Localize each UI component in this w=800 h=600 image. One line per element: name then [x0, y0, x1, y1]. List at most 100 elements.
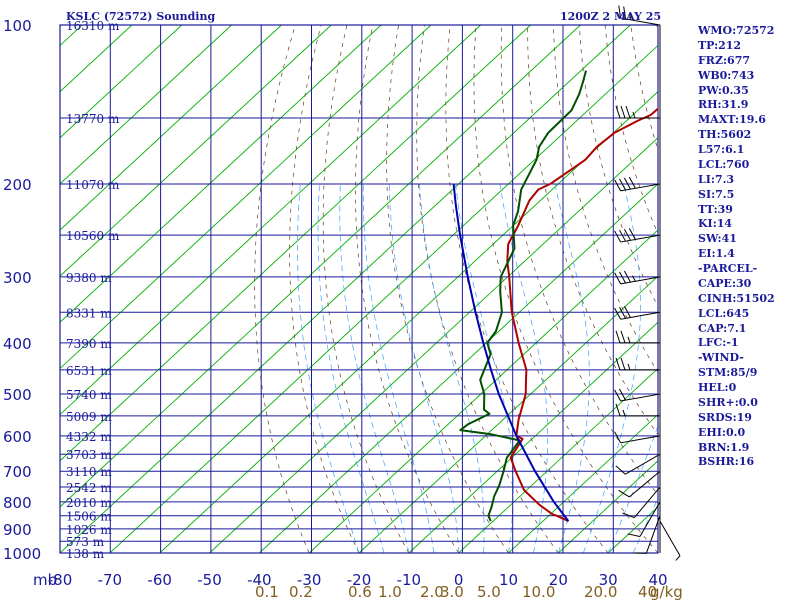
wind-barb [633, 515, 661, 554]
temperature-tick-label: -10 [397, 571, 422, 589]
isotherm-line [60, 25, 382, 323]
wind-barb-staff [659, 520, 681, 556]
sounding-index: SHR+:0.0 [698, 395, 758, 409]
pressure-tick-label: 600 [3, 428, 32, 446]
sounding-traces [452, 70, 658, 523]
moist-adiabat-line [297, 183, 360, 553]
wind-barb-feather [614, 272, 622, 285]
wind-barb-staff [629, 470, 661, 498]
wind-barb-staff [620, 183, 661, 192]
isotherm-line [408, 321, 658, 553]
temperature-tick-label: 0 [454, 571, 464, 589]
sounding-index: WMO:72572 [698, 24, 775, 37]
wind-barb-feather [615, 403, 621, 417]
x-axis-unit-label: mb [33, 571, 57, 589]
sounding-index: KI:14 [698, 217, 733, 231]
isotherm-line [60, 25, 482, 416]
wind-barb [615, 453, 661, 475]
height-label: 13770 m [66, 112, 120, 126]
mixing-ratio-tick-label: 3.0 [440, 583, 464, 600]
pressure-axis: 100 200 300 400 500 600 700 800 900 1000 [3, 17, 41, 563]
temperature-tick-label: 10 [499, 571, 518, 589]
isotherm-line [209, 137, 658, 553]
wind-barb-feather [618, 489, 630, 498]
moist-adiabat-line [455, 183, 514, 553]
temperature-tick-label: -80 [48, 571, 73, 589]
mixing-ratio-axis: 0.1 0.2 0.6 1.0 2.03.0 5.0 10.0 20.0 40g/kg [255, 583, 683, 600]
mixing-ratio-tick-label: 0.6 [348, 583, 372, 600]
isotherm-line [259, 183, 658, 553]
dewpoint-line [459, 70, 587, 522]
height-label: 9380 m [66, 271, 112, 285]
height-label: 2542 m [66, 481, 112, 495]
height-label: 1026 m [66, 523, 112, 537]
wind-barb-staff [620, 276, 661, 285]
height-label: 3703 m [66, 448, 112, 462]
wind-barb [622, 486, 661, 519]
wind-barb-feather [620, 330, 626, 344]
mixing-ratio-tick-label: 2.0 [420, 583, 444, 600]
wind-barb-feather [619, 388, 626, 401]
sounding-index: WB0:743 [698, 68, 755, 82]
wind-barb-feather [619, 178, 626, 191]
wind-barb-feather [619, 229, 626, 242]
dry-adiabat-line [355, 25, 459, 553]
wind-barb-feather [625, 105, 631, 119]
wind-barb [614, 306, 661, 320]
sounding-index: STM:85/9 [698, 366, 758, 380]
isotherm-line [558, 460, 658, 553]
mixing-ratio-tick-label: 10.0 [522, 583, 555, 600]
moist-adiabat-line [419, 183, 485, 553]
wind-barb-staff [620, 393, 661, 402]
wind-profile [614, 5, 681, 561]
wind-barb [615, 403, 660, 417]
height-label: 10560 m [66, 229, 120, 243]
pressure-tick-label: 100 [3, 17, 32, 35]
wind-barb [618, 5, 661, 26]
wind-barb-feather [623, 270, 631, 283]
isotherm-line [458, 367, 658, 553]
sounding-indices-panel: WMO:72572 TP:212 FRZ:677 WB0:743 PW:0.35 RH:3… [698, 24, 775, 470]
isotherm-line [60, 25, 232, 185]
wind-barb-feather [623, 6, 627, 19]
moist-adiabat-line [499, 183, 549, 553]
height-label: 11070 m [66, 178, 120, 192]
wind-barb-staff [645, 515, 661, 554]
wind-barb [614, 270, 661, 285]
sounding-index: CAPE:30 [698, 276, 752, 290]
moist-adiabat-line [554, 183, 590, 553]
moist-adiabat-line [582, 183, 641, 553]
height-labels: 16310 m 13770 m 11070 m 10560 m 9380 m 8331 m… [66, 19, 120, 561]
isotherm-line [60, 25, 581, 508]
wind-barb [614, 388, 661, 402]
wind-barb-feather [614, 389, 622, 402]
height-label: 3110 m [66, 465, 112, 479]
wind-barb [615, 330, 660, 344]
mixing-ratio-tick-label: 5.0 [477, 583, 501, 600]
isotherm-line [60, 25, 432, 370]
wind-barb [615, 105, 660, 119]
sounding-index: HEL:0 [698, 381, 737, 394]
height-label: 16310 m [66, 19, 120, 33]
temperature-tick-label: 40 [648, 571, 667, 589]
temperature-axis: mb-80 -70 -60 -50 -40 -30 -20 -10 0 10 20 30 40 [33, 571, 668, 589]
wind-barb-half-feather [627, 363, 631, 371]
temperature-tick-label: -60 [147, 571, 172, 589]
wind-barb [627, 501, 661, 537]
mixing-ratio-tick-label: 0.1 [255, 583, 279, 600]
pressure-tick-label: 400 [3, 335, 32, 353]
sounding-index: L57:6.1 [698, 143, 745, 156]
height-label: 1506 m [66, 510, 112, 524]
temperature-tick-label: 30 [599, 571, 618, 589]
mixing-ratio-unit-label: g/kg [650, 583, 683, 600]
mixing-ratio-tick-label: 1.0 [378, 583, 402, 600]
sounding-index: FRZ:677 [698, 53, 751, 67]
chart-title: KSLC (72572) Sounding [66, 10, 216, 23]
wind-barb-half-feather [622, 409, 626, 417]
wind-barb-feather [615, 465, 626, 475]
isotherm-line [358, 275, 658, 553]
isotherm-line [508, 413, 658, 553]
isotherm-line [159, 90, 658, 553]
wind-barb-feather [627, 533, 641, 537]
wind-barb-feather [614, 179, 622, 192]
